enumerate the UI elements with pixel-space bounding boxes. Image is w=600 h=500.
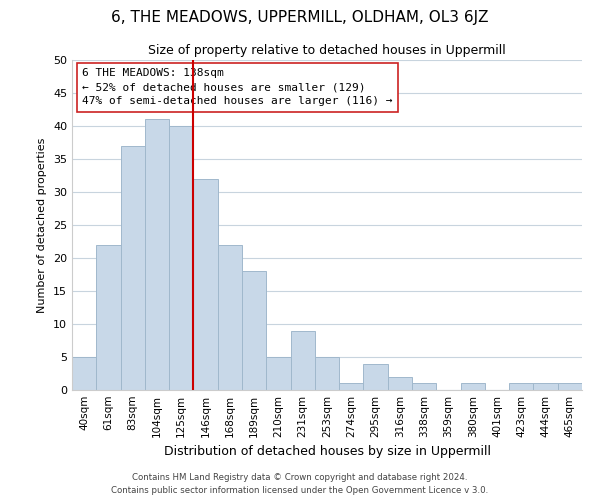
Bar <box>242 271 266 390</box>
Bar <box>193 179 218 390</box>
Bar <box>533 384 558 390</box>
Text: 6 THE MEADOWS: 138sqm
← 52% of detached houses are smaller (129)
47% of semi-det: 6 THE MEADOWS: 138sqm ← 52% of detached … <box>82 68 392 106</box>
Bar <box>290 330 315 390</box>
Bar <box>218 245 242 390</box>
Text: Contains HM Land Registry data © Crown copyright and database right 2024.
Contai: Contains HM Land Registry data © Crown c… <box>112 474 488 495</box>
Bar <box>96 245 121 390</box>
Bar <box>412 384 436 390</box>
Bar <box>558 384 582 390</box>
Bar <box>388 377 412 390</box>
Bar <box>339 384 364 390</box>
Bar <box>509 384 533 390</box>
Bar <box>145 120 169 390</box>
Bar <box>121 146 145 390</box>
Bar <box>266 357 290 390</box>
Bar <box>72 357 96 390</box>
Bar <box>315 357 339 390</box>
Text: 6, THE MEADOWS, UPPERMILL, OLDHAM, OL3 6JZ: 6, THE MEADOWS, UPPERMILL, OLDHAM, OL3 6… <box>111 10 489 25</box>
Bar <box>364 364 388 390</box>
Y-axis label: Number of detached properties: Number of detached properties <box>37 138 47 312</box>
Bar <box>461 384 485 390</box>
Title: Size of property relative to detached houses in Uppermill: Size of property relative to detached ho… <box>148 44 506 58</box>
Bar <box>169 126 193 390</box>
X-axis label: Distribution of detached houses by size in Uppermill: Distribution of detached houses by size … <box>163 446 491 458</box>
